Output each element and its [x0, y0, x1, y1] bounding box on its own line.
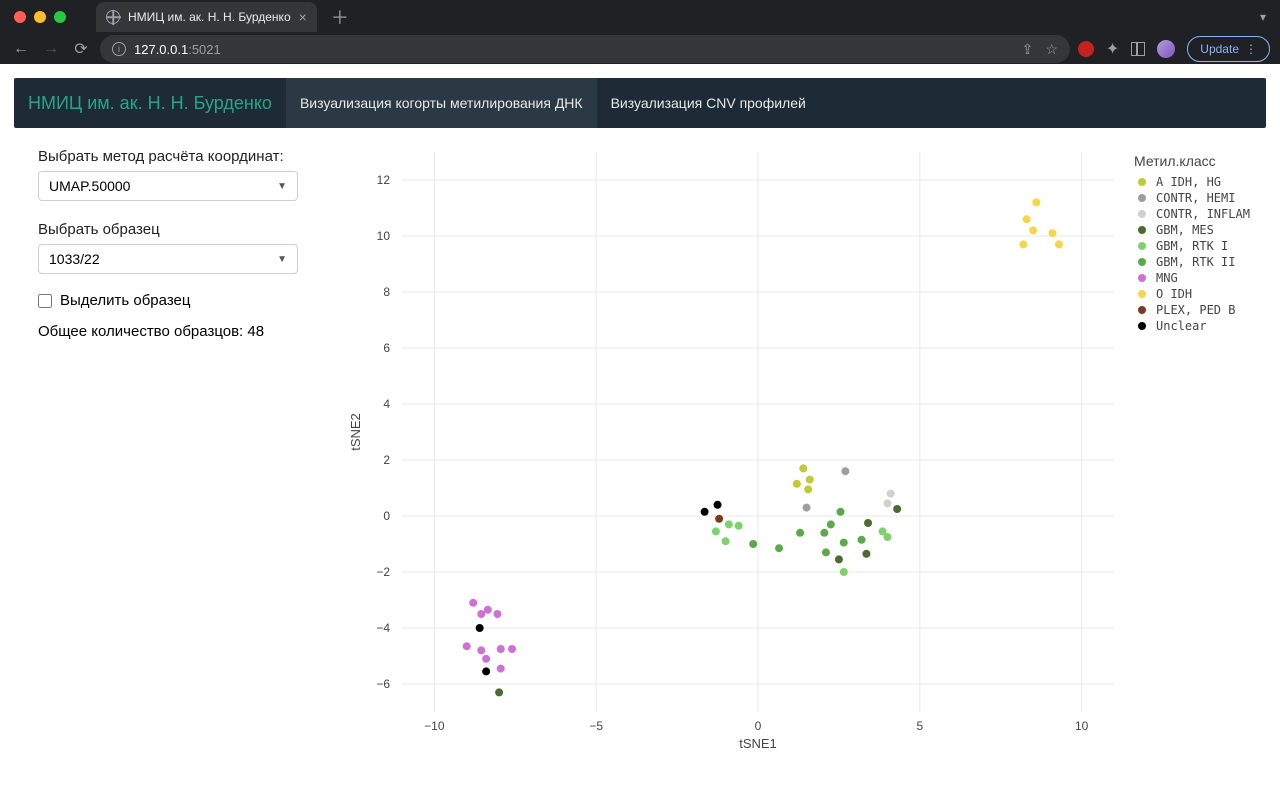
forward-icon[interactable]: → [40, 40, 62, 58]
svg-text:GBM, RTK II: GBM, RTK II [1156, 255, 1235, 269]
svg-text:10: 10 [377, 229, 391, 243]
tab-methylation-cohort[interactable]: Визуализация когорты метилирования ДНК [286, 78, 597, 128]
tab-strip: НМИЦ им. ак. Н. Н. Бурденко × ＋ ▾ [0, 0, 1280, 34]
svg-text:4: 4 [383, 397, 390, 411]
browser-chrome: НМИЦ им. ак. Н. Н. Бурденко × ＋ ▾ ← → ⟳ … [0, 0, 1280, 64]
highlight-label: Выделить образец [60, 292, 190, 309]
svg-text:PLEX, PED B: PLEX, PED B [1156, 303, 1235, 317]
bookmark-icon[interactable]: ☆ [1045, 41, 1058, 58]
chevron-down-icon: ▼ [277, 254, 287, 265]
svg-text:CONTR, INFLAM: CONTR, INFLAM [1156, 207, 1250, 221]
update-button[interactable]: Update ⋮ [1187, 36, 1270, 62]
svg-text:MNG: MNG [1156, 271, 1178, 285]
svg-text:2: 2 [383, 453, 390, 467]
minimize-window-icon[interactable] [34, 11, 46, 23]
chart-svg: −6 −4 −2 0 2 4 6 8 10 12 −10 −5 0 5 10 tSNE1 tSNE2 Метил.… [334, 142, 1254, 762]
sample-select[interactable]: 1033/22 ▼ [38, 244, 298, 274]
svg-text:−5: −5 [589, 719, 603, 733]
svg-text:CONTR, HEMI: CONTR, HEMI [1156, 191, 1235, 205]
site-info-icon[interactable]: i [112, 42, 126, 56]
svg-text:6: 6 [383, 341, 390, 355]
svg-text:−6: −6 [376, 677, 390, 691]
back-icon[interactable]: ← [10, 40, 32, 58]
tab-cnv-profiles[interactable]: Визуализация CNV профилей [597, 78, 820, 128]
reload-icon[interactable]: ⟳ [70, 39, 92, 59]
omnibox[interactable]: i 127.0.0.1:5021 ⇪ ☆ [100, 35, 1070, 63]
svg-text:−10: −10 [424, 719, 445, 733]
svg-text:tSNE2: tSNE2 [348, 413, 363, 451]
sample-count: Общее количество образцов: 48 [38, 323, 314, 340]
svg-text:0: 0 [383, 509, 390, 523]
svg-text:10: 10 [1075, 719, 1089, 733]
svg-text:tSNE1: tSNE1 [739, 736, 777, 751]
svg-text:A IDH, HG: A IDH, HG [1156, 175, 1221, 189]
tab-title: НМИЦ им. ак. Н. Н. Бурденко [128, 10, 291, 24]
page: НМИЦ им. ак. Н. Н. Бурденко Визуализация… [0, 64, 1280, 781]
share-icon[interactable]: ⇪ [1022, 41, 1034, 58]
url-port: :5021 [188, 42, 221, 57]
svg-text:GBM, RTK I: GBM, RTK I [1156, 239, 1228, 253]
svg-text:8: 8 [383, 285, 390, 299]
tabs-dropdown-icon[interactable]: ▾ [1260, 10, 1266, 24]
globe-icon [106, 10, 120, 24]
sample-value: 1033/22 [49, 251, 100, 267]
close-window-icon[interactable] [14, 11, 26, 23]
browser-tab[interactable]: НМИЦ им. ак. Н. Н. Бурденко × [96, 2, 317, 32]
maximize-window-icon[interactable] [54, 11, 66, 23]
svg-text:12: 12 [377, 173, 391, 187]
svg-text:0: 0 [755, 719, 762, 733]
profile-icon[interactable] [1157, 40, 1175, 58]
svg-text:Unclear: Unclear [1156, 319, 1207, 333]
tab-close-icon[interactable]: × [299, 9, 307, 25]
extensions-menu-icon[interactable]: ✦ [1106, 39, 1119, 59]
side-panel-icon[interactable] [1131, 42, 1145, 56]
method-value: UMAP.50000 [49, 178, 130, 194]
svg-text:−4: −4 [376, 621, 390, 635]
brand[interactable]: НМИЦ им. ак. Н. Н. Бурденко [14, 78, 286, 128]
window-controls [8, 11, 76, 23]
content: Выбрать метод расчёта координат: UMAP.50… [14, 142, 1266, 767]
url-host: 127.0.0.1 [134, 42, 188, 57]
svg-text:O IDH: O IDH [1156, 287, 1192, 301]
sample-label: Выбрать образец [38, 221, 314, 238]
sidebar: Выбрать метод расчёта координат: UMAP.50… [14, 142, 314, 767]
svg-text:5: 5 [916, 719, 923, 733]
new-tab-button[interactable]: ＋ [331, 4, 349, 30]
update-label: Update [1200, 42, 1239, 56]
address-bar: ← → ⟳ i 127.0.0.1:5021 ⇪ ☆ ✦ Update ⋮ [0, 34, 1280, 64]
more-icon: ⋮ [1245, 42, 1257, 56]
method-label: Выбрать метод расчёта координат: [38, 148, 314, 165]
app-nav: НМИЦ им. ак. Н. Н. Бурденко Визуализация… [14, 78, 1266, 128]
method-select[interactable]: UMAP.50000 ▼ [38, 171, 298, 201]
svg-text:Метил.класс: Метил.класс [1134, 153, 1216, 169]
extension-icon[interactable] [1078, 41, 1094, 57]
svg-text:GBM, MES: GBM, MES [1156, 223, 1214, 237]
highlight-checkbox[interactable] [38, 294, 52, 308]
svg-text:−2: −2 [376, 565, 390, 579]
chevron-down-icon: ▼ [277, 181, 287, 192]
scatter-chart: −6 −4 −2 0 2 4 6 8 10 12 −10 −5 0 5 10 tSNE1 tSNE2 Метил.… [334, 142, 1266, 767]
highlight-checkbox-row[interactable]: Выделить образец [38, 292, 314, 309]
toolbar-right: ✦ Update ⋮ [1078, 36, 1270, 62]
